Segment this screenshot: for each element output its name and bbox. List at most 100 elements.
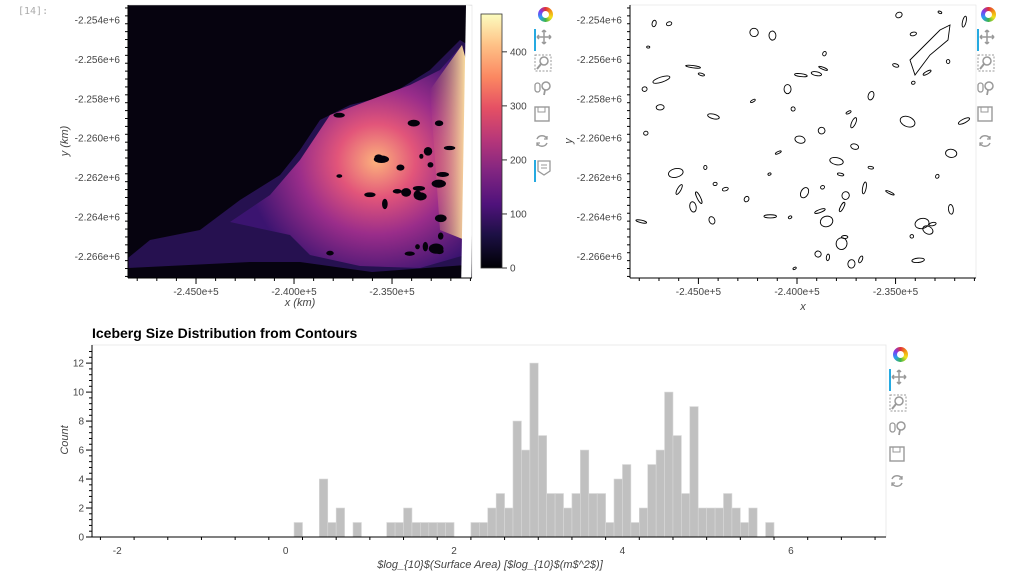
contour <box>928 221 937 227</box>
histogram-bar <box>697 507 707 538</box>
contour <box>847 259 856 269</box>
image-holes <box>326 112 456 256</box>
y-tick-label: -2.260e+6 <box>75 134 121 145</box>
contour <box>814 208 826 214</box>
bokeh-logo-icon <box>892 346 908 362</box>
y-tick-label: -2.254e+6 <box>577 15 623 26</box>
histogram-bar <box>394 522 404 538</box>
iceberg-hole <box>427 162 434 168</box>
histogram-bar <box>571 493 581 538</box>
colorbar-tick-label: 300 <box>510 101 527 112</box>
save-tool-button[interactable] <box>889 446 911 468</box>
save-tool-button[interactable] <box>534 106 556 128</box>
histogram-bar <box>445 522 455 538</box>
y-tick-label: -2.256e+6 <box>577 55 623 66</box>
y-tick-label: -2.258e+6 <box>75 94 121 105</box>
pan-tool-button[interactable] <box>534 29 558 51</box>
contour <box>850 143 860 150</box>
contour <box>836 172 845 177</box>
y-tick-label: -2.256e+6 <box>75 55 121 66</box>
iceberg-hole <box>407 119 420 127</box>
histogram-bar <box>630 522 640 538</box>
y-tick-label: 0 <box>78 533 84 544</box>
pan-tool-button[interactable] <box>889 369 913 391</box>
x-tick-label: -2.400e+5 <box>774 287 820 298</box>
histogram-bar <box>622 464 632 538</box>
reset-tool-button[interactable] <box>534 133 556 155</box>
contour <box>768 30 777 41</box>
histogram-bar <box>689 406 699 538</box>
contour <box>841 191 850 200</box>
histogram-bar <box>638 507 649 538</box>
contour <box>708 216 716 225</box>
bokeh-logo[interactable] <box>534 3 556 25</box>
image-right-edge <box>430 45 466 240</box>
y-axis-label: y <box>563 137 575 145</box>
cell-prompt: [14]: <box>18 6 49 17</box>
contour <box>885 190 895 196</box>
x-tick-label: 2 <box>451 546 457 557</box>
contour <box>818 65 828 71</box>
contour <box>787 215 793 220</box>
contour <box>911 80 916 85</box>
contour <box>838 201 846 213</box>
contour <box>867 165 874 170</box>
bokeh-logo-icon <box>537 6 553 22</box>
histogram-bar <box>479 522 489 538</box>
histogram-bar <box>596 493 606 538</box>
histogram-bar <box>748 507 758 538</box>
iceberg-hole <box>364 192 376 198</box>
contour <box>743 195 750 203</box>
reset-tool-button[interactable] <box>977 133 999 155</box>
iceberg-hole <box>437 232 444 240</box>
y-tick-label: 12 <box>73 359 85 370</box>
box-zoom-tool-button[interactable] <box>889 394 911 416</box>
y-tick-label: 4 <box>78 475 84 486</box>
x-axis-label: $log_{10}$(Surface Area) [$log_{10}$(m$^… <box>376 559 603 571</box>
contour <box>945 59 951 64</box>
wheel-zoom-tool-button[interactable] <box>977 80 999 102</box>
histogram-bar <box>335 507 345 538</box>
bokeh-logo[interactable] <box>977 3 999 25</box>
pan-tool-button[interactable] <box>977 29 1001 51</box>
reset-tool-button[interactable] <box>889 473 911 495</box>
contour <box>810 71 823 77</box>
wheel-zoom-tool-button[interactable] <box>889 420 911 442</box>
hover-tool-button[interactable] <box>534 160 558 182</box>
y-tick-label: -2.266e+6 <box>577 252 623 263</box>
contour <box>749 27 759 38</box>
box-zoom-tool-button[interactable] <box>534 54 556 76</box>
contour <box>794 135 806 144</box>
contour <box>790 106 796 112</box>
contour <box>712 181 718 187</box>
bokeh-logo[interactable] <box>889 343 911 365</box>
iceberg-hole <box>401 188 412 197</box>
contour <box>909 31 917 37</box>
contour <box>767 172 772 176</box>
histogram-bar <box>655 449 665 538</box>
y-tick-label: -2.262e+6 <box>577 173 623 184</box>
contour <box>635 219 648 224</box>
box-zoom-tool-button[interactable] <box>977 54 999 76</box>
x-tick-label: 4 <box>620 546 626 557</box>
histogram-bar <box>512 420 522 538</box>
save-tool-button[interactable] <box>977 106 999 128</box>
histogram-bar <box>672 435 682 538</box>
x-tick-label: 6 <box>788 546 794 557</box>
image-bright-region <box>230 45 466 268</box>
iceberg-hole <box>333 112 345 118</box>
iceberg-hole <box>414 192 427 201</box>
histogram-bar <box>546 493 556 538</box>
x-tick-label: -2 <box>113 546 122 557</box>
wheel-zoom-tool-button[interactable] <box>534 80 556 102</box>
contour <box>922 225 934 235</box>
histogram-bar <box>537 435 547 538</box>
iceberg-hole <box>374 154 383 161</box>
iceberg-hole <box>392 189 402 194</box>
y-tick-label: -2.258e+6 <box>577 94 623 105</box>
contour <box>665 21 673 27</box>
histogram-bar <box>731 507 741 538</box>
contour <box>820 185 825 190</box>
histogram-bar <box>664 391 674 538</box>
contour <box>750 98 756 103</box>
